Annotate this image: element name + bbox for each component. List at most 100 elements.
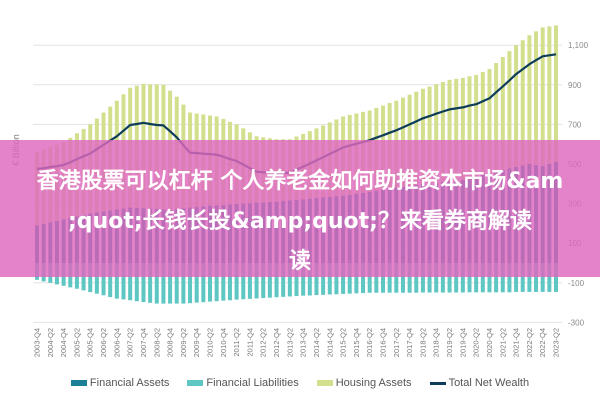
bar-housing-assets [480, 71, 485, 175]
x-tick-label: 2004-Q4 [59, 328, 68, 357]
x-tick-label: 2010-Q2 [206, 328, 215, 357]
legend-item-housing-assets[interactable]: Housing Assets [316, 377, 412, 389]
bar-financial-liabilities [108, 263, 113, 298]
bar-financial-liabilities [520, 263, 525, 292]
bar-housing-assets [547, 26, 552, 164]
bar-financial-liabilities [427, 263, 432, 293]
bar-financial-liabilities [420, 263, 425, 293]
bar-housing-assets [520, 40, 525, 166]
bar-financial-liabilities [494, 263, 499, 293]
bar-financial-liabilities [381, 263, 385, 293]
x-tick-label: 2014-Q2 [312, 328, 321, 357]
legend-label: Financial Assets [89, 377, 170, 389]
x-tick-label: 2016-Q4 [379, 328, 388, 357]
bar-financial-liabilities [261, 263, 266, 299]
bar-financial-liabilities [88, 263, 93, 293]
banner-line-3: 读 [288, 249, 311, 274]
bar-financial-liabilities [341, 263, 346, 294]
legend: Financial Assets Financial Liabilities H… [0, 377, 600, 389]
x-tick-label: 2014-Q4 [325, 328, 334, 357]
bar-financial-liabilities [301, 263, 306, 296]
bar-financial-liabilities [354, 263, 359, 294]
bar-financial-liabilities [168, 263, 173, 304]
bar-financial-liabilities [267, 263, 272, 298]
bar-financial-liabilities [174, 263, 179, 304]
legend-swatch [429, 381, 446, 385]
x-tick-label: 2009-Q2 [179, 328, 188, 357]
bar-financial-liabilities [334, 263, 339, 295]
bar-financial-liabilities [234, 263, 239, 300]
bar-financial-liabilities [128, 263, 133, 301]
bar-financial-liabilities [134, 263, 139, 302]
x-axis-ticks: 2003-Q4 2004-Q2 2004-Q4 2005-Q2 2005-Q4 2006-… [33, 328, 561, 357]
x-tick-label: 2020-Q2 [472, 328, 481, 357]
bar-financial-liabilities [447, 263, 452, 293]
bar-financial-liabilities [480, 263, 485, 293]
legend-item-financial-liabilities[interactable]: Financial Liabilities [187, 377, 299, 389]
legend-item-financial-assets[interactable]: Financial Assets [70, 377, 170, 389]
bar-financial-liabilities [201, 263, 206, 303]
y-tick-label: -100 [568, 279, 585, 288]
bar-housing-assets [460, 77, 465, 180]
x-tick-label: 2005-Q4 [86, 328, 95, 357]
bar-financial-liabilities [474, 263, 479, 293]
bar-financial-liabilities [221, 263, 226, 301]
x-tick-label: 2019-Q4 [458, 328, 467, 357]
x-tick-label: 2012-Q4 [272, 328, 281, 357]
bar-financial-liabilities [407, 263, 412, 293]
bar-financial-liabilities [387, 263, 392, 293]
x-tick-label: 2022-Q4 [538, 328, 547, 357]
bar-financial-liabilities [414, 263, 419, 293]
bar-financial-liabilities [254, 263, 259, 299]
bar-financial-liabilities [327, 263, 332, 295]
x-tick-label: 2011-Q2 [232, 328, 241, 357]
bar-financial-liabilities [281, 263, 286, 297]
x-tick-label: 2012-Q2 [259, 328, 268, 357]
legend-swatch [70, 380, 87, 386]
bar-housing-assets [440, 82, 445, 183]
bar-financial-liabilities [347, 263, 352, 294]
x-tick-label: 2023-Q2 [552, 328, 561, 357]
bar-financial-liabilities [454, 263, 459, 293]
bar-financial-liabilities [434, 263, 439, 293]
bar-financial-liabilities [154, 263, 159, 304]
bar-housing-assets [540, 27, 545, 166]
bar-financial-liabilities [507, 263, 512, 293]
bar-housing-assets [554, 25, 558, 163]
bar-housing-assets [474, 74, 479, 177]
bar-financial-liabilities [487, 263, 492, 293]
bar-housing-assets [427, 86, 432, 184]
bar-housing-assets [487, 68, 492, 174]
bar-housing-assets [527, 35, 532, 164]
legend-swatch [316, 380, 333, 386]
bar-financial-liabilities [274, 263, 279, 298]
bar-financial-liabilities [114, 263, 119, 299]
x-tick-label: 2020-Q4 [485, 328, 494, 357]
bar-housing-assets [447, 79, 452, 182]
bar-financial-liabilities [374, 263, 379, 293]
x-tick-label: 2019-Q2 [445, 328, 454, 357]
bar-financial-liabilities [241, 263, 246, 300]
bar-financial-liabilities [460, 263, 465, 293]
bar-financial-liabilities [534, 263, 539, 292]
overlay-banner[interactable]: 香港股票可以杠杆 个人养老金如何助推资本市场&am ;quot;长钱长投&amp… [0, 140, 600, 277]
bar-financial-liabilities [554, 263, 558, 292]
x-tick-label: 2013-Q4 [299, 328, 308, 357]
x-tick-label: 2015-Q2 [339, 328, 348, 357]
legend-item-total-net-wealth[interactable]: Total Net Wealth [429, 377, 529, 389]
x-tick-label: 2021-Q2 [498, 328, 507, 357]
legend-label: Housing Assets [335, 377, 412, 389]
legend-label: Financial Liabilities [206, 377, 299, 389]
bar-financial-liabilities [161, 263, 166, 304]
x-tick-label: 2006-Q4 [112, 328, 121, 357]
y-tick-label: -300 [568, 318, 585, 327]
x-tick-label: 2013-Q2 [285, 328, 294, 357]
bar-financial-liabilities [321, 263, 326, 295]
x-tick-label: 2003-Q4 [33, 328, 42, 357]
bar-financial-liabilities [367, 263, 372, 293]
x-tick-label: 2009-Q4 [192, 328, 201, 357]
bar-financial-liabilities [314, 263, 319, 296]
x-tick-label: 2004-Q2 [46, 328, 55, 357]
x-tick-label: 2016-Q2 [365, 328, 374, 357]
bar-housing-assets [500, 57, 505, 170]
